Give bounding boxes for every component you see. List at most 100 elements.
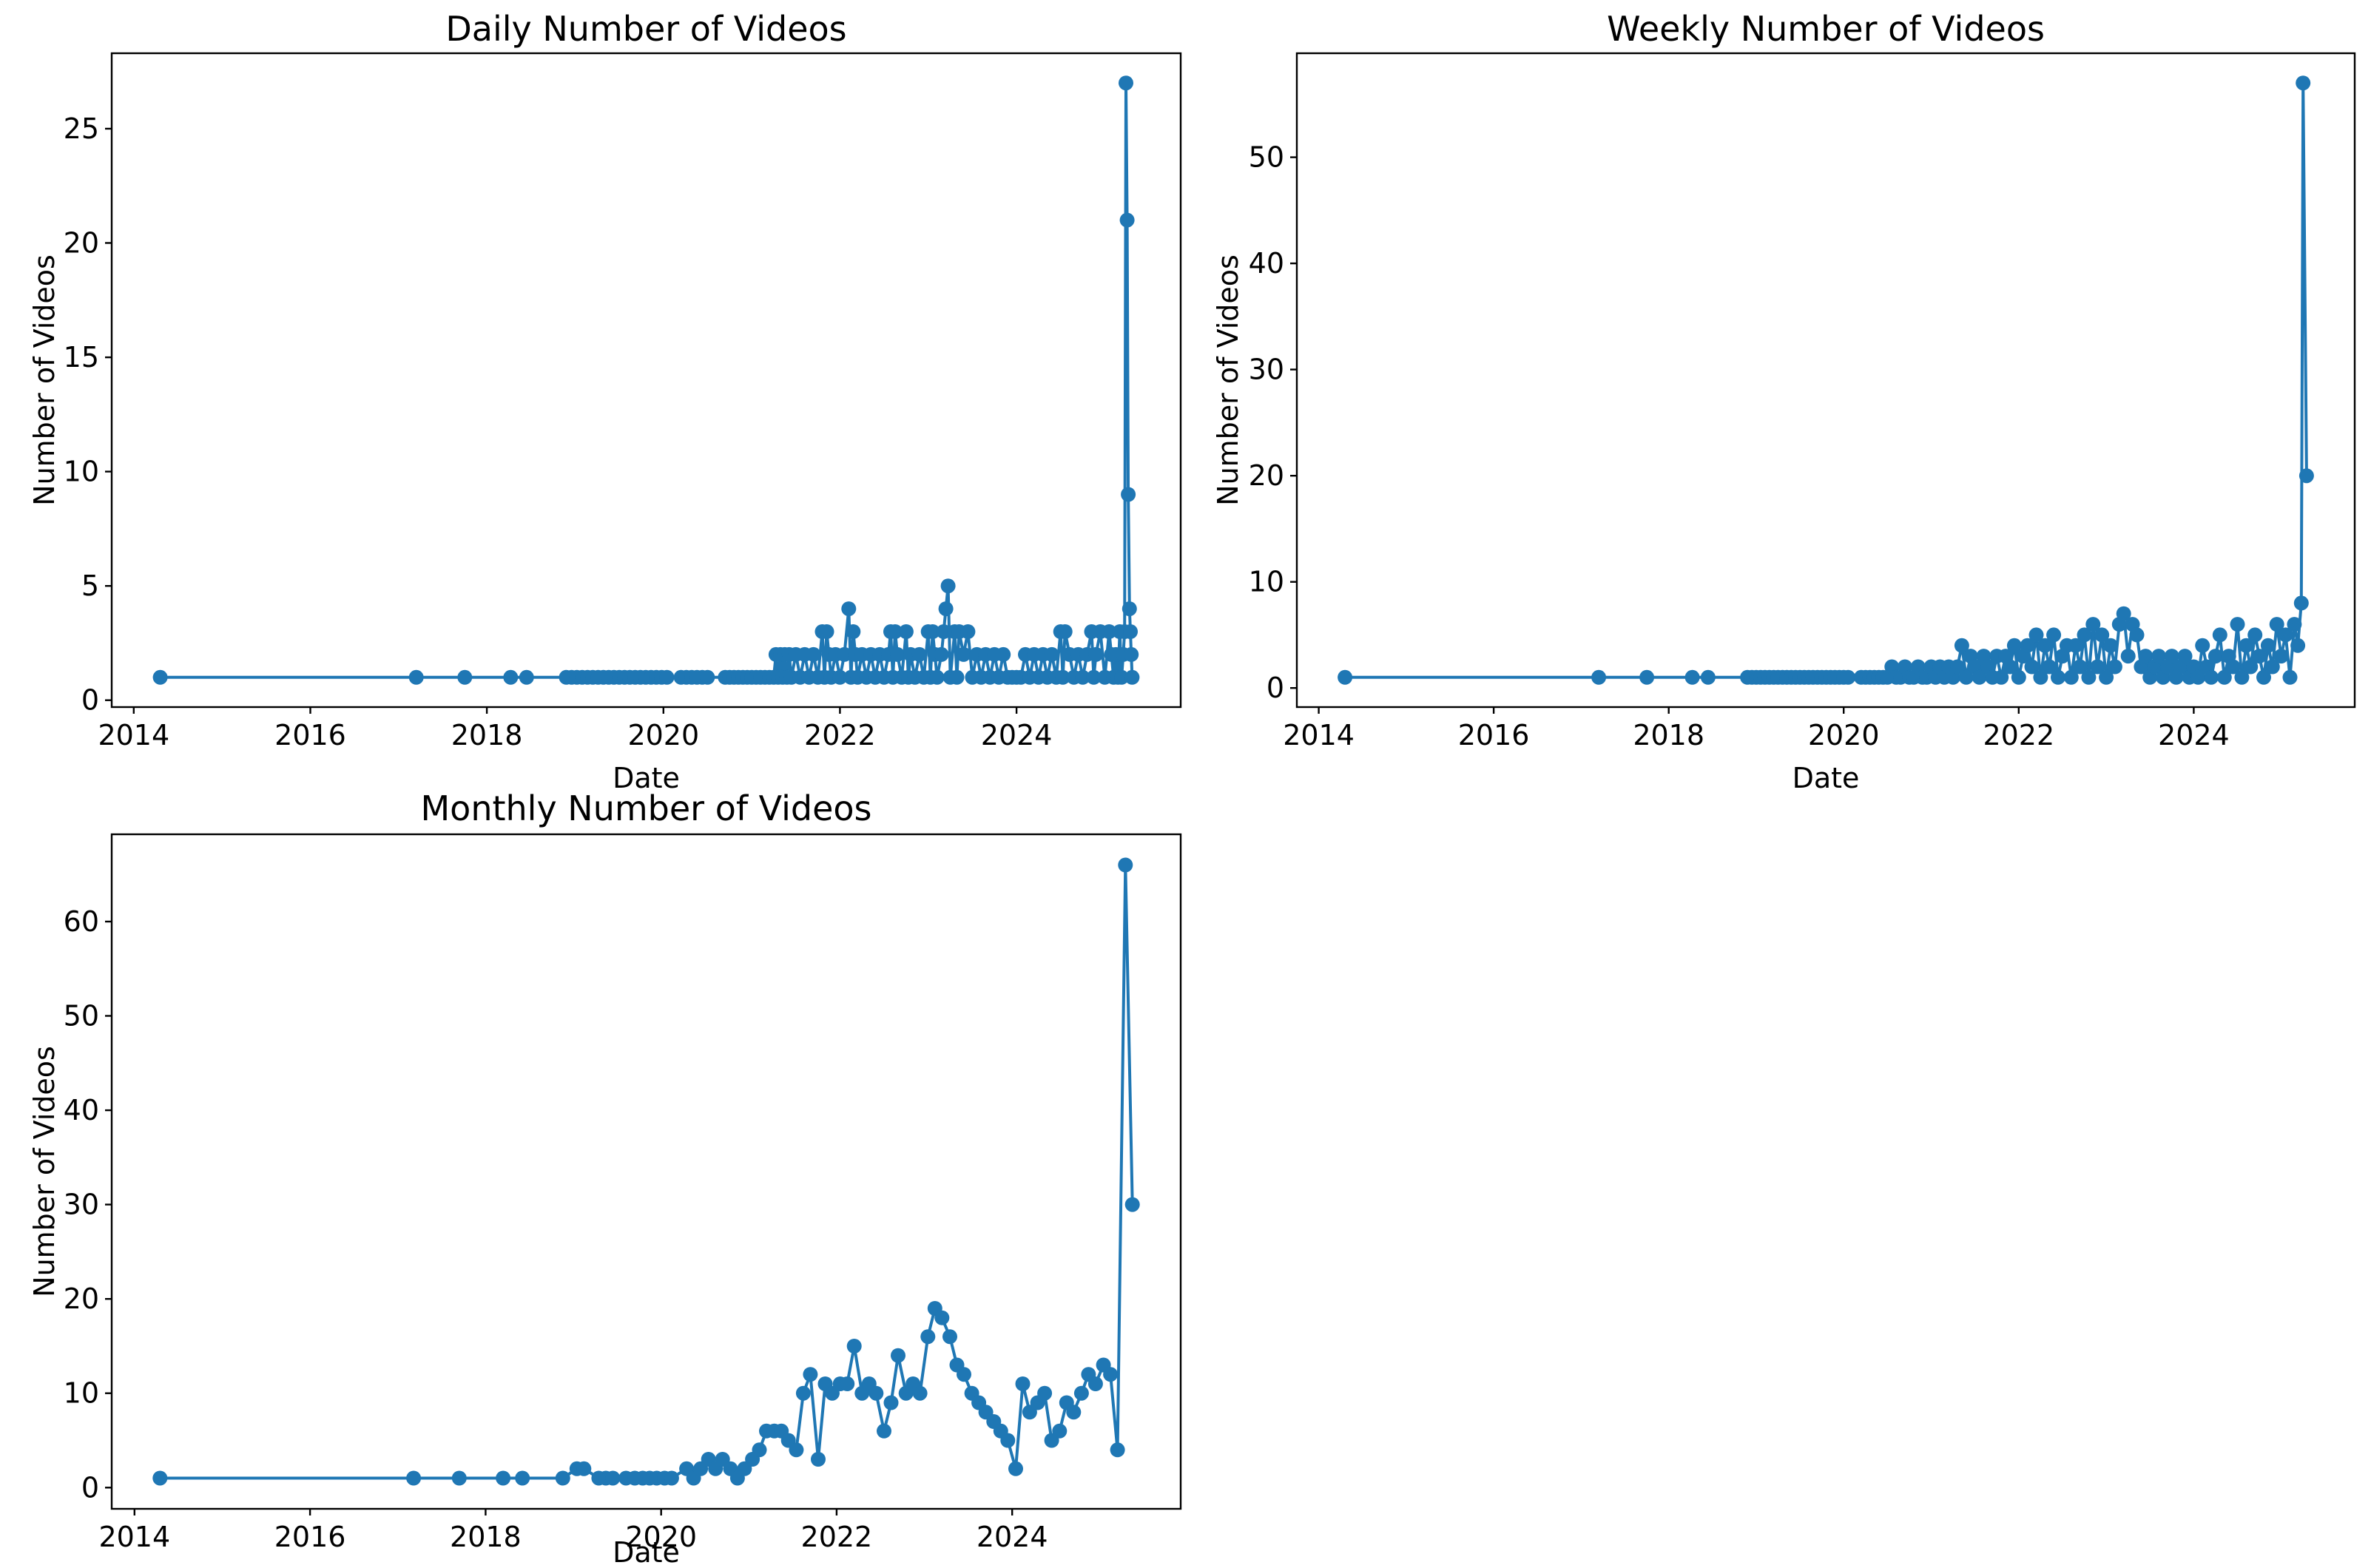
daily-data-point <box>1102 624 1117 639</box>
weekly-data-point <box>2278 627 2293 643</box>
daily-chart: 2014 2016 2018 2020 2022 2024 0 5 10 15 20 25 <box>64 52 1182 751</box>
monthly-data-point <box>883 1395 899 1410</box>
monthly-data-point <box>605 1470 621 1486</box>
daily-data-point <box>940 578 956 594</box>
weekly-data-point <box>2063 669 2079 685</box>
monthly-data-point <box>515 1470 530 1486</box>
monthly-data-point <box>1118 857 1133 873</box>
daily-data-point <box>457 669 473 685</box>
weekly-data-point <box>2212 627 2227 643</box>
daily-x-tick-label: 2014 <box>98 719 169 751</box>
weekly-data-point <box>2003 659 2017 675</box>
daily-x-tick-label: 2018 <box>451 719 523 751</box>
weekly-data-point <box>2037 638 2053 653</box>
daily-data-point <box>819 624 834 639</box>
weekly-data-point <box>2151 649 2167 664</box>
daily-data-point <box>408 669 424 685</box>
daily-data-point <box>960 624 976 639</box>
weekly-data-point <box>2225 659 2241 675</box>
monthly-data-point <box>1124 1197 1140 1212</box>
weekly-series-line <box>1345 83 2308 683</box>
monthly-data-point <box>1110 1442 1125 1458</box>
daily-data-point <box>1044 646 1059 662</box>
daily-xaxis-label: Date <box>613 762 680 794</box>
daily-data-point <box>936 624 951 639</box>
weekly-data-point <box>2264 659 2280 675</box>
weekly-data-point <box>2195 638 2210 653</box>
weekly-data-point <box>2046 627 2062 643</box>
daily-data-point <box>898 624 914 639</box>
weekly-data-point <box>2028 627 2044 643</box>
daily-data-point <box>1119 75 1133 91</box>
monthly-data-point <box>846 1339 862 1354</box>
daily-data-point <box>911 646 927 662</box>
weekly-data-point <box>2230 617 2245 632</box>
daily-data-point <box>1055 669 1070 685</box>
daily-data-point <box>1088 646 1104 662</box>
daily-x-tick-label: 2022 <box>804 719 876 751</box>
weekly-data-point <box>2177 649 2193 664</box>
daily-data-point <box>659 669 675 685</box>
weekly-data-point <box>2020 638 2035 653</box>
weekly-chart-title: Weekly Number of Videos <box>1607 9 2045 49</box>
weekly-data-point <box>1950 659 1965 675</box>
daily-data-point <box>1122 601 1137 617</box>
monthly-data-point <box>576 1461 592 1476</box>
monthly-y-tick-label: 30 <box>64 1189 99 1221</box>
monthly-data-point <box>451 1470 467 1486</box>
monthly-data-point <box>891 1348 905 1363</box>
monthly-data-point <box>920 1329 936 1345</box>
weekly-x-tick-label: 2022 <box>1983 719 2054 751</box>
daily-data-point <box>503 669 519 685</box>
monthly-data-point <box>406 1470 422 1486</box>
weekly-data-point <box>2116 606 2131 621</box>
daily-x-tick-label: 2024 <box>981 719 1053 751</box>
daily-data-point <box>934 646 949 662</box>
weekly-xaxis-label: Date <box>1792 762 1860 794</box>
weekly-data-point <box>2299 468 2314 484</box>
monthly-y-tick-label: 40 <box>64 1094 99 1126</box>
weekly-data-point <box>2256 669 2271 685</box>
monthly-x-tick-label: 2022 <box>801 1521 873 1553</box>
weekly-data-point <box>2077 627 2092 643</box>
weekly-x-tick-label: 2024 <box>2158 719 2230 751</box>
monthly-data-point <box>496 1470 511 1486</box>
weekly-chart: 2014 2016 2018 2020 2022 2024 0 10 20 30 40 50 <box>1249 52 2356 751</box>
weekly-data-point <box>2129 627 2145 643</box>
monthly-y-tick-label: 10 <box>64 1377 99 1410</box>
weekly-data-point <box>1954 638 1969 653</box>
daily-data-point <box>152 669 168 685</box>
weekly-data-point <box>2216 669 2232 685</box>
monthly-y-tick-label: 60 <box>64 905 99 938</box>
daily-data-point <box>700 669 715 685</box>
daily-y-tick-label: 25 <box>64 112 99 145</box>
daily-data-point <box>806 646 821 662</box>
monthly-series-line <box>160 865 1134 1481</box>
daily-data-point <box>1114 669 1130 685</box>
monthly-y-tick-label: 0 <box>81 1471 99 1504</box>
monthly-chart-title: Monthly Number of Videos <box>420 788 872 828</box>
monthly-data-point <box>1008 1461 1023 1476</box>
weekly-x-tick-label: 2014 <box>1283 719 1355 751</box>
daily-data-point <box>890 646 905 662</box>
daily-data-point <box>1124 669 1140 685</box>
weekly-data-point <box>1994 669 2009 685</box>
weekly-data-point <box>1684 669 1700 685</box>
monthly-data-point <box>1066 1405 1082 1420</box>
monthly-data-point <box>1015 1376 1031 1391</box>
monthly-x-tick-label: 2024 <box>977 1521 1048 1553</box>
weekly-data-point <box>2239 638 2254 653</box>
weekly-data-point <box>2204 669 2219 685</box>
weekly-y-tick-label: 20 <box>1249 459 1284 492</box>
daily-data-point <box>1119 212 1135 228</box>
weekly-data-point <box>2269 617 2284 632</box>
daily-data-point <box>956 646 971 662</box>
daily-data-point <box>1121 487 1136 502</box>
weekly-data-point <box>2282 669 2298 685</box>
weekly-data-point <box>2042 659 2057 675</box>
daily-axes-spines <box>110 52 1182 709</box>
monthly-data-point <box>664 1470 679 1486</box>
daily-yaxis-label: Number of Videos <box>28 254 61 506</box>
weekly-x-tick-label: 2020 <box>1808 719 1880 751</box>
